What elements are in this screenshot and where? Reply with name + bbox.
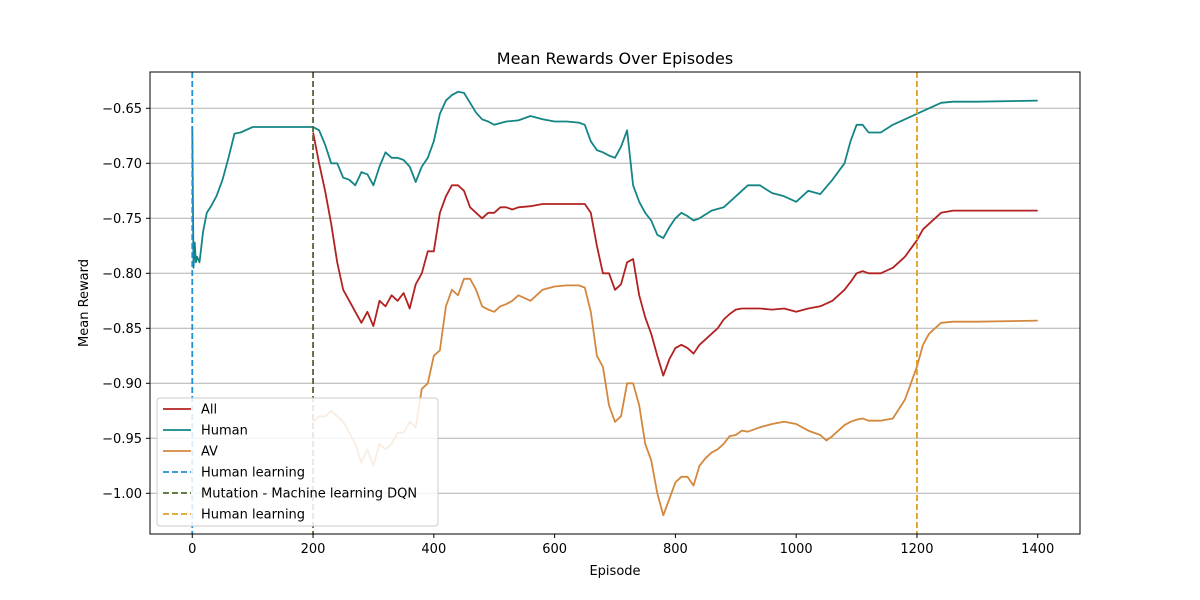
y-tick-label: −0.65 xyxy=(102,102,142,117)
y-tick-label: −0.85 xyxy=(102,322,142,337)
y-tick-label: −0.90 xyxy=(102,377,142,392)
x-tick-label: 1000 xyxy=(780,542,813,557)
plot-frame xyxy=(149,71,1081,535)
x-tick-label: 1200 xyxy=(900,542,933,557)
x-tick-label: 0 xyxy=(188,542,196,557)
x-axis-label: Episode xyxy=(589,564,640,579)
y-tick-label: −0.75 xyxy=(102,212,142,227)
series-line-human xyxy=(191,90,1038,269)
legend-label: Human xyxy=(201,424,248,439)
x-tick-label: 400 xyxy=(421,542,446,557)
legend-box xyxy=(156,397,439,527)
x-tick-label: 200 xyxy=(301,542,326,557)
legend-label: AV xyxy=(201,445,218,460)
legend-label: Human learning xyxy=(201,466,305,481)
y-axis-label: Mean Reward xyxy=(77,259,92,347)
x-axis: 0 200 400 600 800 1000 1200 1400 xyxy=(188,534,1054,557)
legend-label: Mutation - Machine learning DQN xyxy=(201,487,417,502)
y-tick-label: −0.95 xyxy=(102,432,142,447)
legend-label: All xyxy=(201,403,217,418)
x-tick-label: 1400 xyxy=(1021,542,1054,557)
series-line-all xyxy=(312,132,1038,377)
y-tick-label: −0.80 xyxy=(102,267,142,282)
x-tick-label: 600 xyxy=(542,542,567,557)
legend: All Human AV Human learning Mutation - Machi… xyxy=(156,397,439,527)
x-tick-label: 800 xyxy=(663,542,688,557)
y-axis: −0.65 −0.70 −0.75 −0.80 −0.85 −0.90 −0.95 −1.00 xyxy=(102,102,150,502)
chart-title: Mean Rewards Over Episodes xyxy=(497,49,733,68)
y-tick-label: −1.00 xyxy=(102,487,142,502)
legend-label: Human learning xyxy=(201,508,305,523)
y-tick-label: −0.70 xyxy=(102,157,142,172)
